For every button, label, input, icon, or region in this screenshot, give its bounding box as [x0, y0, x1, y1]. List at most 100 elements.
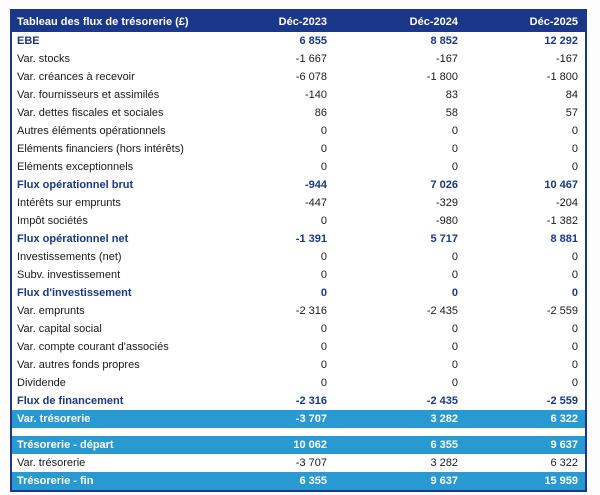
row-label: Impôt sociétés [17, 215, 88, 227]
row-value: -1 382 [546, 215, 578, 227]
row-value: 0 [571, 287, 578, 299]
row-value: 6 322 [550, 413, 578, 425]
row-value: 0 [320, 125, 327, 137]
table-row: Impôt sociétés 0 -980 -1 382 [12, 212, 585, 230]
row-value: -167 [555, 53, 578, 65]
table-body: EBE 6 855 8 852 12 292 Var. stocks -1 667 -167… [12, 32, 585, 490]
row-value: 0 [571, 269, 578, 281]
row-value: 0 [320, 323, 327, 335]
row-label: Var. autres fonds propres [17, 359, 140, 371]
row-label: Subv. investissement [17, 269, 121, 281]
row-value: 0 [320, 143, 327, 155]
row-label: Var. capital social [17, 323, 102, 335]
row-value: 83 [445, 89, 458, 101]
row-value: 12 292 [544, 35, 578, 47]
row-value: 0 [320, 287, 327, 299]
cash-flow-table: Tableau des flux de trésorerie (£) Déc-2… [10, 9, 587, 492]
table-row: Var. créances à recevoir -6 078 -1 800 -1 8… [12, 68, 585, 86]
row-label: Var. dettes fiscales et sociales [17, 107, 164, 119]
row-value: 10 467 [544, 179, 578, 191]
row-value: -2 435 [426, 395, 458, 407]
row-label: Intérêts sur emprunts [17, 197, 121, 209]
row-value: 6 355 [430, 439, 458, 451]
row-value: 0 [320, 215, 327, 227]
row-value: -6 078 [295, 71, 327, 83]
row-value: 0 [320, 341, 327, 353]
table-row: Var. fournisseurs et assimilés -140 83 84 [12, 86, 585, 104]
table-row: Subv. investissement 0 0 0 [12, 266, 585, 284]
row-value: 57 [565, 107, 578, 119]
row-value: 8 881 [550, 233, 578, 245]
table-title: Tableau des flux de trésorerie (£) [17, 15, 189, 28]
row-value: 3 282 [430, 413, 458, 425]
row-value: -167 [435, 53, 458, 65]
row-value: 0 [451, 161, 458, 173]
row-value: -140 [304, 89, 327, 101]
table-row: Intérêts sur emprunts -447 -329 -204 [12, 194, 585, 212]
table-row: Flux opérationnel net -1 391 5 717 8 881 [12, 230, 585, 248]
row-value: 15 959 [544, 475, 578, 487]
row-value: 0 [571, 323, 578, 335]
row-value: 9 637 [430, 475, 458, 487]
row-value: 0 [571, 341, 578, 353]
row-label: Flux opérationnel brut [17, 179, 134, 191]
row-label: Var. trésorerie [17, 413, 91, 425]
row-label: Var. fournisseurs et assimilés [17, 89, 160, 101]
row-value: 0 [451, 269, 458, 281]
table-row: Autres éléments opérationnels 0 0 0 [12, 122, 585, 140]
row-value: 86 [314, 107, 327, 119]
row-value: 0 [571, 359, 578, 371]
table-row: Var. autres fonds propres 0 0 0 [12, 356, 585, 374]
row-value: 58 [445, 107, 458, 119]
row-label: Investissements (net) [17, 251, 122, 263]
row-value: 0 [320, 251, 327, 263]
row-value: 10 062 [293, 439, 327, 451]
row-value: -2 559 [546, 395, 578, 407]
row-value: 0 [320, 161, 327, 173]
row-value: -1 391 [295, 233, 327, 245]
table-row: Investissements (net) 0 0 0 [12, 248, 585, 266]
row-value: -3 707 [295, 457, 327, 469]
row-value: 0 [571, 125, 578, 137]
row-value: -2 316 [295, 395, 327, 407]
row-value: 6 322 [550, 457, 578, 469]
row-value: 0 [451, 143, 458, 155]
row-label: Trésorerie - fin [17, 475, 94, 487]
table-row: Var. trésorerie -3 707 3 282 6 322 [12, 454, 585, 472]
row-value: -2 316 [295, 305, 327, 317]
row-label: Autres éléments opérationnels [17, 125, 166, 137]
row-label: Flux opérationnel net [17, 233, 129, 245]
row-label: EBE [17, 35, 40, 47]
row-label: Flux de financement [17, 395, 124, 407]
table-row: Trésorerie - départ 10 062 6 355 9 637 [12, 436, 585, 454]
column-header-dec-2024: Déc-2024 [409, 15, 458, 28]
table-row: Flux opérationnel brut -944 7 026 10 467 [12, 176, 585, 194]
row-value: -329 [435, 197, 458, 209]
row-value: -2 559 [546, 305, 578, 317]
row-value: 0 [320, 377, 327, 389]
table-row: Dividende 0 0 0 [12, 374, 585, 392]
row-label: Var. emprunts [17, 305, 85, 317]
table-row: Trésorerie - fin 6 355 9 637 15 959 [12, 472, 585, 490]
row-value: -447 [304, 197, 327, 209]
row-value: 6 355 [299, 475, 327, 487]
row-value: 0 [451, 251, 458, 263]
row-value: 84 [565, 89, 578, 101]
row-value: 0 [451, 359, 458, 371]
row-label: Var. stocks [17, 53, 70, 65]
row-value: 7 026 [430, 179, 458, 191]
row-value: -204 [555, 197, 578, 209]
row-label: Eléments financiers (hors intérêts) [17, 143, 184, 155]
table-row: Flux de financement -2 316 -2 435 -2 559 [12, 392, 585, 410]
row-value: 8 852 [430, 35, 458, 47]
row-label: Trésorerie - départ [17, 439, 114, 451]
column-header-dec-2025: Déc-2025 [529, 15, 578, 28]
row-label: Var. compte courant d'associés [17, 341, 169, 353]
table-row: Var. emprunts -2 316 -2 435 -2 559 [12, 302, 585, 320]
row-value: 0 [451, 287, 458, 299]
table-row: Var. trésorerie -3 707 3 282 6 322 [12, 410, 585, 428]
row-value: -1 800 [426, 71, 458, 83]
row-value: -944 [304, 179, 327, 191]
row-value: 0 [451, 125, 458, 137]
table-row: Eléments financiers (hors intérêts) 0 0 0 [12, 140, 585, 158]
